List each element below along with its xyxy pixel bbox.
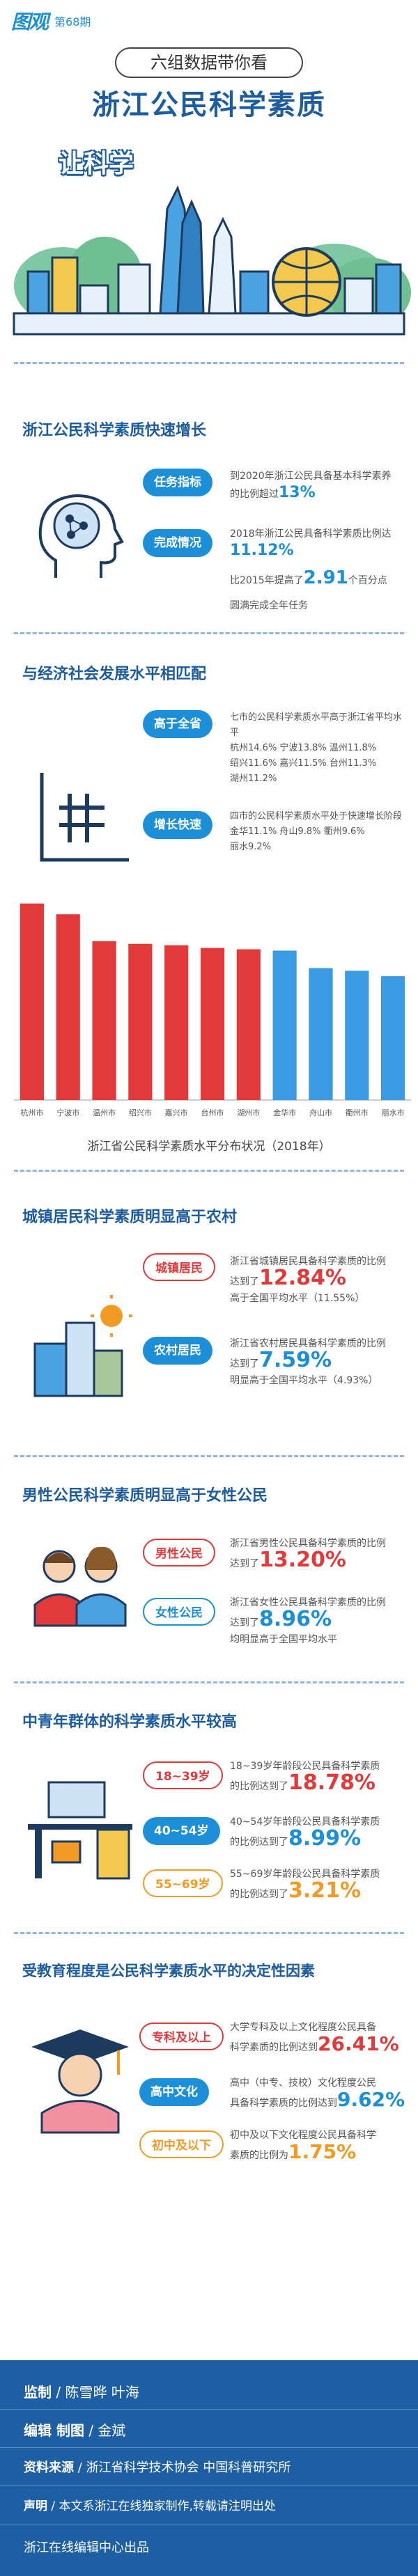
footer-source: 资料来源 / 浙江省科学技术协会 中国科普研究所 — [24, 2460, 291, 2475]
task-target-text: 到2020年浙江公民具备基本科学素养的比例超过13% — [230, 471, 392, 501]
bar-宁波市 — [56, 914, 80, 1100]
tick-label: 宁波市 — [56, 1108, 79, 1117]
tag-above-province: 高于全省 — [143, 710, 212, 738]
section-title-growth: 浙江公民科学素质快速增长 — [22, 422, 207, 439]
tag-high-school: 高中文化 — [139, 2078, 209, 2106]
section-divider — [14, 1681, 404, 1683]
tick-label: 嘉兴市 — [165, 1108, 188, 1117]
tick-label: 丽水市 — [382, 1108, 405, 1117]
age-40-54-text: 40~54岁年龄段公民具备科学素质 的比例达到了8.99% — [230, 1816, 380, 1851]
tag-age-18-39: 18~39岁 — [143, 1761, 223, 1789]
footer-edit: 编辑 制图 / 金斌 — [24, 2422, 126, 2439]
fast-growth-text: 四市的公民科学素质水平处于快速增长阶段 金华11.1% 舟山9.8% 衢州9.6… — [230, 811, 403, 852]
footer: 监制 / 陈雪晔 叶海 编辑 制图 / 金斌 资料来源 / 浙江省科学技术协会 … — [0, 2360, 418, 2576]
footer-supervise: 监制 / 陈雪晔 叶海 — [24, 2384, 139, 2401]
tag-male: 男性公民 — [143, 1539, 215, 1566]
bar-湖州市 — [236, 949, 261, 1100]
section-title-age: 中青年群体的科学素质水平较高 — [22, 1713, 238, 1731]
urban-value: 12.84% — [259, 1266, 346, 1290]
bar-杭州市 — [20, 903, 45, 1100]
completion-note: 圆满完成全年任务 — [230, 600, 308, 611]
desk-workspace-icon — [28, 1781, 132, 1880]
bar-绍兴市 — [128, 943, 153, 1100]
tag-urban: 城镇居民 — [143, 1253, 215, 1281]
tag-female: 女性公民 — [143, 1598, 215, 1626]
tick-label: 衢州市 — [346, 1108, 369, 1117]
head-brain-icon — [38, 494, 124, 578]
age-18-39-text: 18~39岁年龄段公民具备科学素质 的比例达到了18.78% — [230, 1761, 380, 1795]
bar-衢州市 — [345, 971, 369, 1100]
section-divider — [14, 1932, 404, 1934]
male-text: 浙江省男性公民具备科学素质的比例 达到了13.20% — [230, 1538, 386, 1572]
above-province-text: 七市的公民科学素质水平高于浙江省平均水平 杭州14.6% 宁波13.8% 温州1… — [230, 712, 403, 784]
section-divider — [14, 632, 404, 634]
section-divider — [14, 1170, 404, 1172]
tick-label: 金华市 — [273, 1108, 296, 1117]
task-target-value: 13% — [279, 484, 316, 501]
bar-舟山市 — [309, 968, 333, 1100]
completion-text: 2018年浙江公民具备科学素质比例达11.12% — [230, 528, 392, 559]
middle-school-text: 初中及以下文化程度公民具备科学 素质的比例为1.75% — [230, 2130, 376, 2163]
female-value: 8.96% — [259, 1607, 332, 1631]
section-title-gender: 男性公民科学素质明显高于女性公民 — [22, 1487, 268, 1505]
brand-header: 图观 第68期 — [11, 7, 91, 35]
city-buildings-icon — [33, 1295, 132, 1397]
section-divider — [14, 362, 404, 364]
man-woman-icon — [33, 1546, 127, 1627]
chart-title: 浙江省公民科学素质水平分布状况（2018年） — [87, 1140, 331, 1154]
middle-school-value: 1.75% — [288, 2140, 357, 2163]
bar-台州市 — [200, 948, 225, 1100]
male-value: 13.20% — [259, 1548, 346, 1572]
bar-丽水市 — [380, 976, 405, 1100]
city-bar-chart: 杭州市 宁波市 温州市 绍兴市 嘉兴市 台州市 湖州市 金华市 舟山市 衢州市 丽水市 — [14, 903, 411, 1117]
tick-label: 温州市 — [93, 1108, 116, 1117]
tag-rural: 农村居民 — [143, 1337, 212, 1365]
college-value: 26.41% — [318, 2032, 399, 2055]
tag-fast-growth: 增长快速 — [143, 811, 212, 839]
age-18-39-value: 18.78% — [288, 1770, 376, 1795]
female-text: 浙江省女性公民具备科学素质的比例 达到了8.96% 均明显高于全国平均水平 — [230, 1597, 386, 1645]
tag-age-55-69: 55~69岁 — [143, 1869, 223, 1897]
tag-college: 专科及以上 — [139, 2023, 224, 2050]
tag-age-40-54: 40~54岁 — [143, 1817, 220, 1845]
section-title-education: 受教育程度是公民科学素质水平的决定性因素 — [22, 1963, 315, 1979]
footer-statement: 声明 / 本文系浙江在线独家制作,转载请注明出处 — [24, 2499, 276, 2513]
bar-嘉兴市 — [164, 945, 189, 1100]
increase-text: 比2015年提高了2.91个百分点 — [230, 567, 387, 588]
tag-task-target: 任务指标 — [143, 469, 212, 496]
graduate-icon — [31, 2029, 129, 2134]
increase-value: 2.91 — [303, 567, 348, 588]
tag-middle-school: 初中及以下 — [139, 2130, 224, 2158]
section-title-urban-rural: 城镇居民科学素质明显高于农村 — [22, 1209, 238, 1226]
section-divider — [14, 1455, 404, 1457]
tick-label: 湖州市 — [237, 1108, 260, 1117]
tag-completion: 完成情况 — [143, 529, 212, 557]
footer-produced: 浙江在线编辑中心出品 — [24, 2540, 149, 2555]
high-school-value: 9.62% — [337, 2088, 405, 2111]
age-40-54-value: 8.99% — [288, 1826, 362, 1851]
page-title: 浙江公民科学素质 — [92, 89, 326, 121]
grid-chart-icon — [40, 773, 129, 862]
age-55-69-value: 3.21% — [288, 1878, 362, 1903]
rural-value: 7.59% — [259, 1348, 332, 1372]
tick-label: 杭州市 — [20, 1108, 43, 1117]
hero-subtitle: 让科学 — [59, 150, 134, 178]
bar-温州市 — [92, 941, 116, 1100]
subtitle-pill: 六组数据带你看 — [115, 47, 303, 78]
tick-label: 台州市 — [201, 1108, 224, 1117]
completion-value: 11.12% — [230, 542, 294, 559]
college-text: 大学专科及以上文化程度公民具备 科学素质的比例达到26.41% — [230, 2022, 399, 2055]
high-school-text: 高中（中专、技校）文化程度公民 具备科学素质的比例达到9.62% — [230, 2078, 405, 2111]
age-55-69-text: 55~69岁年龄段公民具备科学素质 的比例达到了3.21% — [230, 1869, 380, 1903]
tick-label: 绍兴市 — [129, 1108, 152, 1117]
brand-logo: 图观 — [11, 10, 49, 33]
section-title-economy: 与经济社会发展水平相匹配 — [22, 666, 207, 683]
bar-金华市 — [272, 950, 297, 1100]
city-skyline-illustration — [13, 185, 411, 336]
urban-text: 浙江省城镇居民具备科学素质的比例 达到了12.84% 高于全国平均水平（11.5… — [230, 1256, 386, 1304]
tick-label: 舟山市 — [309, 1108, 332, 1117]
rural-text: 浙江省农村居民具备科学素质的比例 达到了7.59% 明显高于全国平均水平（4.9… — [230, 1338, 386, 1386]
issue-number: 第68期 — [54, 15, 91, 29]
